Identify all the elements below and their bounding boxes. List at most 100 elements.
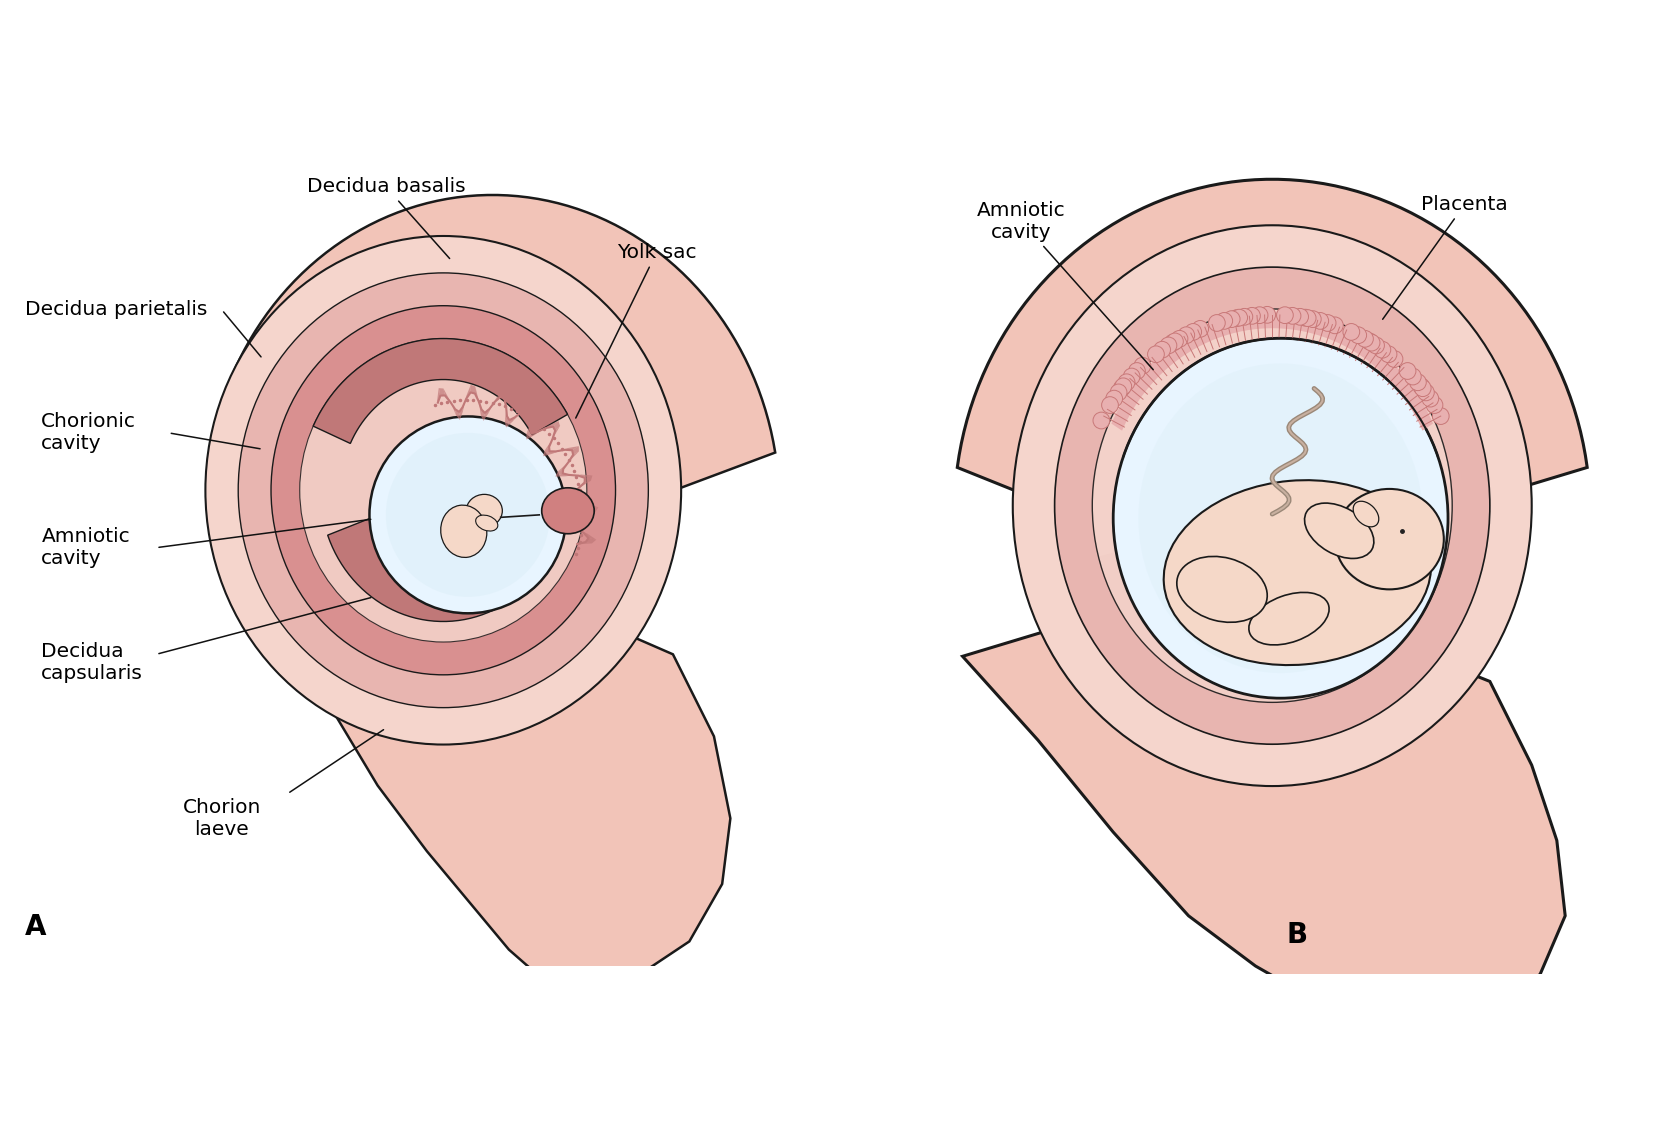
Polygon shape (313, 338, 567, 444)
Polygon shape (462, 396, 467, 412)
Circle shape (1417, 384, 1434, 401)
Circle shape (1184, 323, 1201, 340)
Text: Chorion
laeve: Chorion laeve (182, 797, 261, 839)
Polygon shape (589, 508, 597, 512)
Polygon shape (458, 408, 462, 420)
Ellipse shape (271, 305, 616, 675)
Circle shape (1230, 309, 1246, 326)
Polygon shape (562, 523, 576, 528)
Polygon shape (209, 195, 775, 1011)
Ellipse shape (1163, 481, 1430, 665)
Polygon shape (489, 399, 495, 413)
Circle shape (1153, 341, 1169, 358)
Circle shape (1114, 378, 1131, 394)
Text: Decidua parietalis: Decidua parietalis (25, 300, 207, 319)
Polygon shape (529, 402, 535, 412)
Polygon shape (562, 520, 574, 523)
Polygon shape (545, 421, 559, 428)
Polygon shape (1111, 311, 1432, 431)
Circle shape (1425, 396, 1442, 413)
Circle shape (1276, 307, 1293, 323)
Polygon shape (470, 385, 475, 393)
Circle shape (1178, 327, 1195, 344)
Circle shape (1303, 311, 1320, 328)
Polygon shape (572, 528, 587, 533)
Ellipse shape (1303, 503, 1374, 558)
Polygon shape (500, 390, 507, 399)
Ellipse shape (1091, 309, 1450, 702)
Polygon shape (562, 494, 570, 500)
Text: B: B (1287, 921, 1307, 949)
Circle shape (1420, 391, 1437, 407)
Circle shape (1409, 374, 1425, 391)
Polygon shape (525, 429, 530, 439)
Circle shape (1385, 350, 1402, 367)
Circle shape (1348, 327, 1365, 344)
Ellipse shape (238, 273, 647, 707)
Polygon shape (557, 462, 569, 472)
Circle shape (1223, 311, 1240, 328)
Polygon shape (505, 407, 507, 421)
Text: Chorionic
cavity: Chorionic cavity (42, 412, 136, 454)
Ellipse shape (467, 494, 502, 527)
Circle shape (1258, 307, 1275, 323)
Polygon shape (438, 389, 445, 395)
Polygon shape (586, 538, 596, 544)
Circle shape (1164, 335, 1181, 351)
Ellipse shape (440, 505, 487, 557)
Circle shape (1298, 310, 1315, 327)
Polygon shape (552, 448, 567, 454)
Ellipse shape (206, 236, 681, 745)
Circle shape (1235, 309, 1251, 326)
Polygon shape (565, 475, 581, 476)
Circle shape (1318, 314, 1335, 331)
Circle shape (1128, 363, 1144, 380)
Polygon shape (552, 421, 560, 430)
Circle shape (1118, 374, 1134, 391)
Polygon shape (572, 446, 579, 455)
Circle shape (1325, 317, 1342, 334)
Ellipse shape (1176, 556, 1266, 622)
Polygon shape (527, 420, 532, 433)
Text: Yolk sac: Yolk sac (576, 243, 696, 418)
Circle shape (1106, 391, 1123, 407)
Circle shape (1133, 357, 1149, 374)
Polygon shape (572, 501, 587, 504)
Ellipse shape (542, 487, 594, 533)
Polygon shape (495, 390, 502, 402)
Polygon shape (567, 517, 581, 520)
Ellipse shape (1248, 593, 1328, 645)
Circle shape (1367, 337, 1384, 354)
Circle shape (1297, 309, 1313, 326)
Circle shape (1191, 320, 1208, 337)
Ellipse shape (1333, 489, 1442, 590)
Circle shape (1208, 314, 1225, 331)
Polygon shape (577, 475, 592, 478)
Text: Amniotic
cavity: Amniotic cavity (42, 527, 130, 568)
Polygon shape (562, 497, 576, 501)
Text: Decidua
capsularis: Decidua capsularis (42, 642, 144, 683)
Polygon shape (483, 409, 489, 421)
Text: Decidua basalis: Decidua basalis (306, 177, 465, 258)
Circle shape (1092, 412, 1109, 429)
Polygon shape (569, 451, 579, 462)
Circle shape (1414, 380, 1430, 396)
Polygon shape (455, 409, 460, 420)
Circle shape (1250, 307, 1266, 323)
Polygon shape (577, 542, 592, 545)
Ellipse shape (1352, 501, 1379, 527)
Circle shape (1228, 310, 1245, 327)
Circle shape (1342, 323, 1358, 340)
Polygon shape (565, 489, 579, 495)
Polygon shape (530, 405, 535, 420)
Polygon shape (584, 475, 592, 483)
Text: Amniotic
cavity: Amniotic cavity (977, 201, 1153, 369)
Polygon shape (467, 385, 470, 399)
Circle shape (1412, 378, 1429, 394)
Polygon shape (522, 402, 532, 412)
Polygon shape (450, 401, 455, 414)
Text: Placenta: Placenta (1382, 195, 1507, 319)
Circle shape (1432, 408, 1449, 424)
Ellipse shape (299, 338, 587, 642)
Circle shape (1292, 309, 1308, 326)
